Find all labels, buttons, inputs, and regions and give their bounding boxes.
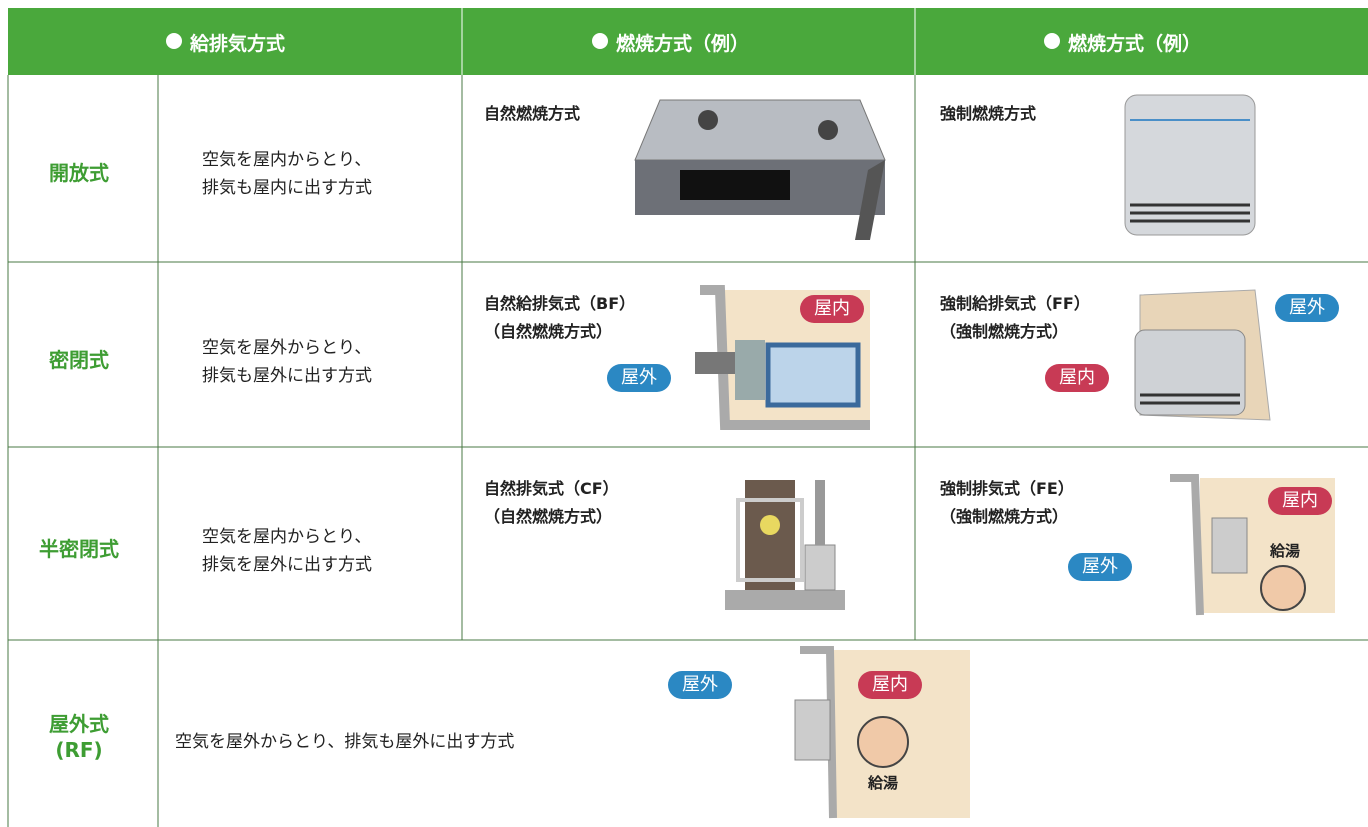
note: 給湯	[868, 774, 899, 792]
row-name: 屋外式	[49, 712, 109, 736]
example-title: 強制燃焼方式	[940, 104, 1037, 123]
row-name: 半密閉式	[39, 537, 119, 561]
header-cell: 燃焼方式（例）	[1068, 33, 1202, 55]
note: 給湯	[1270, 542, 1301, 560]
example-title: （強制燃焼方式）	[940, 507, 1069, 526]
description: 空気を屋外からとり、	[202, 338, 372, 358]
row-name: 密閉式	[49, 348, 109, 372]
description: 空気を屋内からとり、	[202, 527, 372, 547]
row-name: (RF)	[55, 738, 103, 762]
example-title: 自然給排気式（BF）	[484, 294, 636, 313]
badge: 屋外	[1068, 553, 1132, 581]
badge: 屋外	[607, 364, 671, 392]
header-cell: 給排気方式	[190, 33, 286, 55]
row-name: 開放式	[49, 161, 109, 185]
example-title: （強制燃焼方式）	[940, 322, 1069, 341]
badge: 屋内	[1268, 487, 1332, 515]
example-title: 強制排気式（FE）	[940, 479, 1074, 498]
description: 排気も屋内に出す方式	[202, 178, 372, 198]
description: 排気も屋外に出す方式	[202, 366, 372, 386]
example-title: 自然排気式（CF）	[484, 479, 619, 498]
description: 空気を屋内からとり、	[202, 150, 372, 170]
example-title: 強制給排気式（FF）	[940, 294, 1090, 313]
example-title: 自然燃焼方式	[484, 104, 581, 123]
badge: 屋外	[1275, 294, 1339, 322]
badge: 屋内	[858, 671, 922, 699]
description: 排気を屋外に出す方式	[202, 555, 372, 575]
header-cell: 燃焼方式（例）	[616, 33, 750, 55]
badge: 屋外	[668, 671, 732, 699]
example-title: （自然燃焼方式）	[484, 322, 613, 341]
example-title: （自然燃焼方式）	[484, 507, 613, 526]
badge: 屋内	[800, 295, 864, 323]
badge: 屋内	[1045, 364, 1109, 392]
description: 空気を屋外からとり、排気も屋外に出す方式	[175, 732, 515, 752]
